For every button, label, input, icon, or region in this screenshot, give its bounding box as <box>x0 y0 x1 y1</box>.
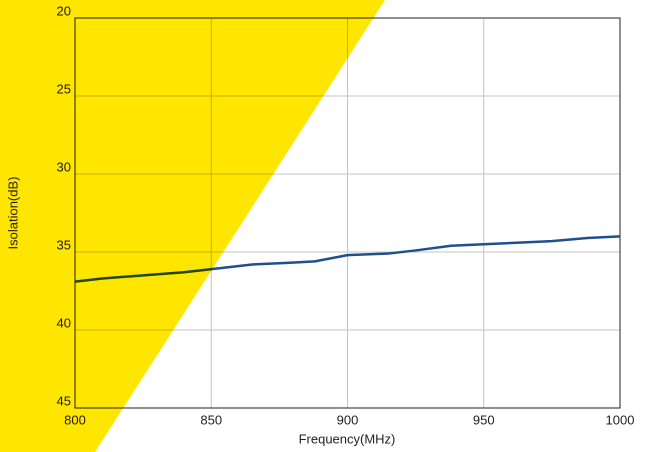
x-tick-label: 900 <box>337 412 359 427</box>
x-tick-label: 850 <box>200 412 222 427</box>
x-tick-label: 950 <box>473 412 495 427</box>
x-tick-label: 1000 <box>606 412 635 427</box>
y-axis-title: Isolation(dB) <box>5 177 20 250</box>
watermark <box>0 0 385 452</box>
x-axis-title: Frequency(MHz) <box>299 431 396 446</box>
